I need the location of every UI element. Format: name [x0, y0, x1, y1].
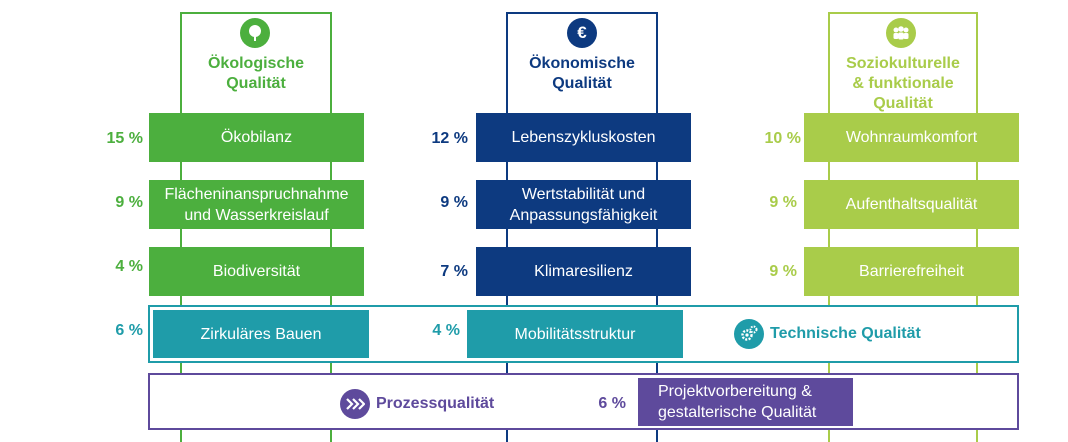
- criterion-label: Mobilitätsstruktur: [514, 325, 636, 343]
- process-quality-band: [148, 373, 1019, 430]
- criterion-label: Projektvorbereitung &: [658, 383, 812, 400]
- pillar-title-line: Qualität: [873, 95, 933, 112]
- percentage-label: 4 %: [115, 258, 143, 275]
- criterion-label: Barrierefreiheit: [859, 263, 964, 280]
- pillar-title-economic: Ökonomische Qualität: [508, 54, 656, 94]
- percentage-label: 6 %: [598, 395, 626, 412]
- percentage-label: 12 %: [431, 130, 468, 147]
- people-icon: [886, 18, 916, 48]
- criterion-block: Lebenszykluskosten: [476, 113, 691, 162]
- chevrons-icon: [340, 389, 370, 419]
- criterion-block: Biodiversität: [149, 247, 364, 296]
- percentage-label: 6 %: [115, 322, 143, 339]
- pillar-title-sociocultural: Soziokulturelle & funktionale Qualität: [830, 54, 976, 114]
- percentage-label: 7 %: [440, 263, 468, 280]
- euro-icon: €: [567, 18, 597, 48]
- pillar-title-line: Qualität: [226, 75, 286, 92]
- criterion-label: Wohnraumkomfort: [845, 129, 978, 146]
- criterion-block: Flächeninanspruchnahme und Wasserkreisla…: [149, 180, 364, 229]
- tree-icon: [240, 18, 270, 48]
- technical-quality-title: Technische Qualität: [734, 319, 921, 349]
- criterion-block: Barrierefreiheit: [804, 247, 1019, 296]
- criterion-label: Wertstabilität und: [521, 185, 646, 203]
- percentage-label: 4 %: [432, 322, 460, 339]
- criterion-label: Ökobilanz: [220, 129, 293, 146]
- criterion-block: Wohnraumkomfort: [804, 113, 1019, 162]
- criterion-block: Aufenthaltsqualität: [804, 180, 1019, 229]
- criterion-block: Klimaresilienz: [476, 247, 691, 296]
- criterion-label: Flächeninanspruchnahme: [164, 185, 349, 203]
- process-quality-label: Prozessqualität: [376, 395, 495, 412]
- percentage-label: 9 %: [440, 194, 468, 211]
- criterion-label: Biodiversität: [212, 263, 301, 280]
- pillar-title-line: Ökologische: [207, 55, 305, 72]
- criterion-label: Anpassungsfähigkeit: [509, 206, 658, 224]
- criterion-label: gestalterische Qualität: [658, 404, 817, 421]
- percentage-label: 15 %: [106, 130, 143, 147]
- criterion-label: und Wasserkreislauf: [184, 206, 329, 224]
- criterion-label: Aufenthaltsqualität: [845, 196, 978, 213]
- criterion-block: Wertstabilität und Anpassungsfähigkeit: [476, 180, 691, 229]
- percentage-label: 9 %: [769, 263, 797, 280]
- criterion-block: Ökobilanz: [149, 113, 364, 162]
- pillar-title-line: Ökonomische: [529, 55, 635, 72]
- percentage-label: 10 %: [764, 130, 801, 147]
- criterion-block: Zirkuläres Bauen: [153, 310, 369, 358]
- pillar-title-line: Qualität: [552, 75, 612, 92]
- technical-quality-label: Technische Qualität: [770, 325, 921, 342]
- criterion-block: Projektvorbereitung & gestalterische Qua…: [638, 378, 853, 426]
- criterion-block: Mobilitätsstruktur: [467, 310, 683, 358]
- criterion-label: Lebenszykluskosten: [511, 129, 656, 146]
- gears-icon: [734, 319, 764, 349]
- pillar-title-line: & funktionale: [852, 75, 954, 92]
- criterion-label: Zirkuläres Bauen: [200, 325, 322, 343]
- percentage-label: 9 %: [115, 194, 143, 211]
- pillar-title-line: Soziokulturelle: [846, 55, 960, 72]
- criterion-label: Klimaresilienz: [534, 263, 633, 280]
- process-quality-title: Prozessqualität: [340, 389, 494, 419]
- pillar-title-ecological: Ökologische Qualität: [182, 54, 330, 94]
- percentage-label: 9 %: [769, 194, 797, 211]
